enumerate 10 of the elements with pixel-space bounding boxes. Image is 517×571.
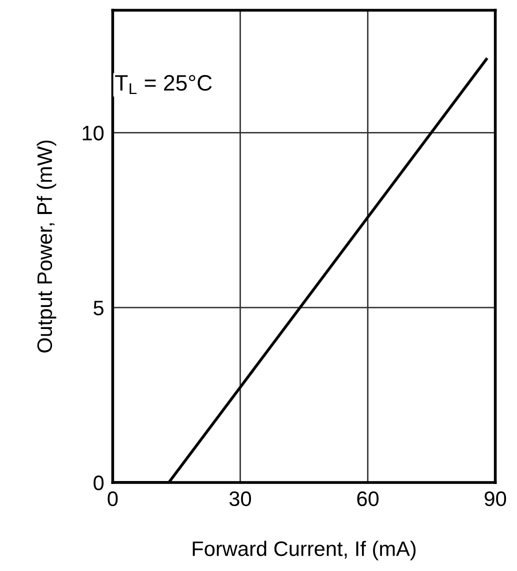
x-axis-title: Forward Current, If (mA) xyxy=(192,540,416,560)
x-tick-label: 30 xyxy=(229,491,252,506)
annotation: T$_{L}$ = 25°C xyxy=(115,75,212,94)
y-tick-label: 0 xyxy=(94,475,104,490)
y-axis-title: Output Power, Pf (mW) xyxy=(36,140,56,352)
y-tick-label: 5 xyxy=(94,300,104,316)
y-tick-label: 10 xyxy=(82,126,104,140)
x-tick-label: 0 xyxy=(108,491,118,506)
x-tick-label: 90 xyxy=(484,491,506,506)
x-tick-label: 60 xyxy=(357,491,379,506)
